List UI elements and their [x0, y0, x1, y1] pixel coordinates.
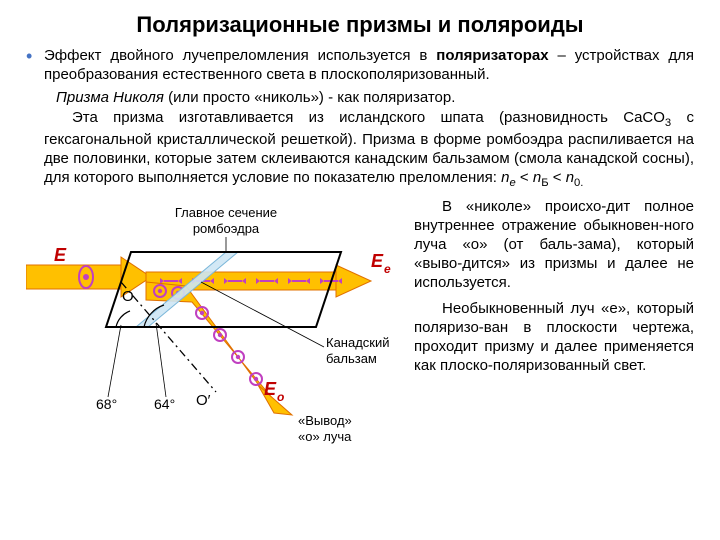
svg-text:«o» луча: «o» луча	[298, 429, 352, 444]
p3-nb-sub: Б	[541, 177, 548, 189]
p3-a: Эта призма изготавливается из исландског…	[72, 109, 665, 126]
p3-nb: n	[533, 169, 541, 186]
p3-n0-sub: 0.	[574, 177, 583, 189]
svg-text:ромбоэдра: ромбоэдра	[193, 221, 260, 236]
nicol-prism-diagram: OO′68°64°Главное сечениеромбоэдраEEeEoКа…	[26, 197, 406, 457]
p3-lt2: <	[549, 169, 566, 186]
bullet-dot: •	[26, 46, 44, 66]
label-Ee: Ee	[371, 251, 391, 276]
right-paragraph-1: В «николе» происхо-дит полное внутреннее…	[414, 197, 694, 293]
svg-text:E: E	[264, 379, 277, 399]
svg-text:O′: O′	[196, 392, 211, 409]
bullet-paragraph-1: • Эффект двойного лучепреломления исполь…	[26, 46, 694, 84]
p1-pre: Эффект двойного лучепреломления использу…	[44, 47, 436, 64]
right-paragraph-2: Необыкновенный луч «e», который поляризо…	[414, 299, 694, 376]
paragraph-1: Эффект двойного лучепреломления использу…	[44, 46, 694, 84]
svg-text:Главное сечение: Главное сечение	[175, 205, 277, 220]
svg-text:«Вывод»: «Вывод»	[298, 413, 352, 428]
paragraph-3: Эта призма изготавливается из исландског…	[44, 108, 694, 191]
svg-text:E: E	[371, 251, 384, 271]
p1-bold: поляризаторах	[436, 47, 548, 64]
svg-text:o: o	[277, 390, 284, 404]
p2-italic: Призма Николя	[56, 89, 164, 106]
angle-68: 68°	[96, 396, 117, 412]
page-title: Поляризационные призмы и поляроиды	[26, 12, 694, 38]
svg-text:O: O	[122, 288, 134, 305]
svg-text:Канадский: Канадский	[326, 335, 390, 350]
paragraph-2: Призма Николя (или просто «николь») - ка…	[44, 88, 694, 107]
p3-lt1: <	[516, 169, 533, 186]
p2-rest: (или просто «николь») - как поляризатор.	[164, 89, 455, 106]
svg-text:бальзам: бальзам	[326, 351, 377, 366]
p3-n0: n	[566, 169, 574, 186]
angle-64: 64°	[154, 396, 175, 412]
svg-text:e: e	[384, 262, 391, 276]
label-E: E	[54, 245, 67, 265]
